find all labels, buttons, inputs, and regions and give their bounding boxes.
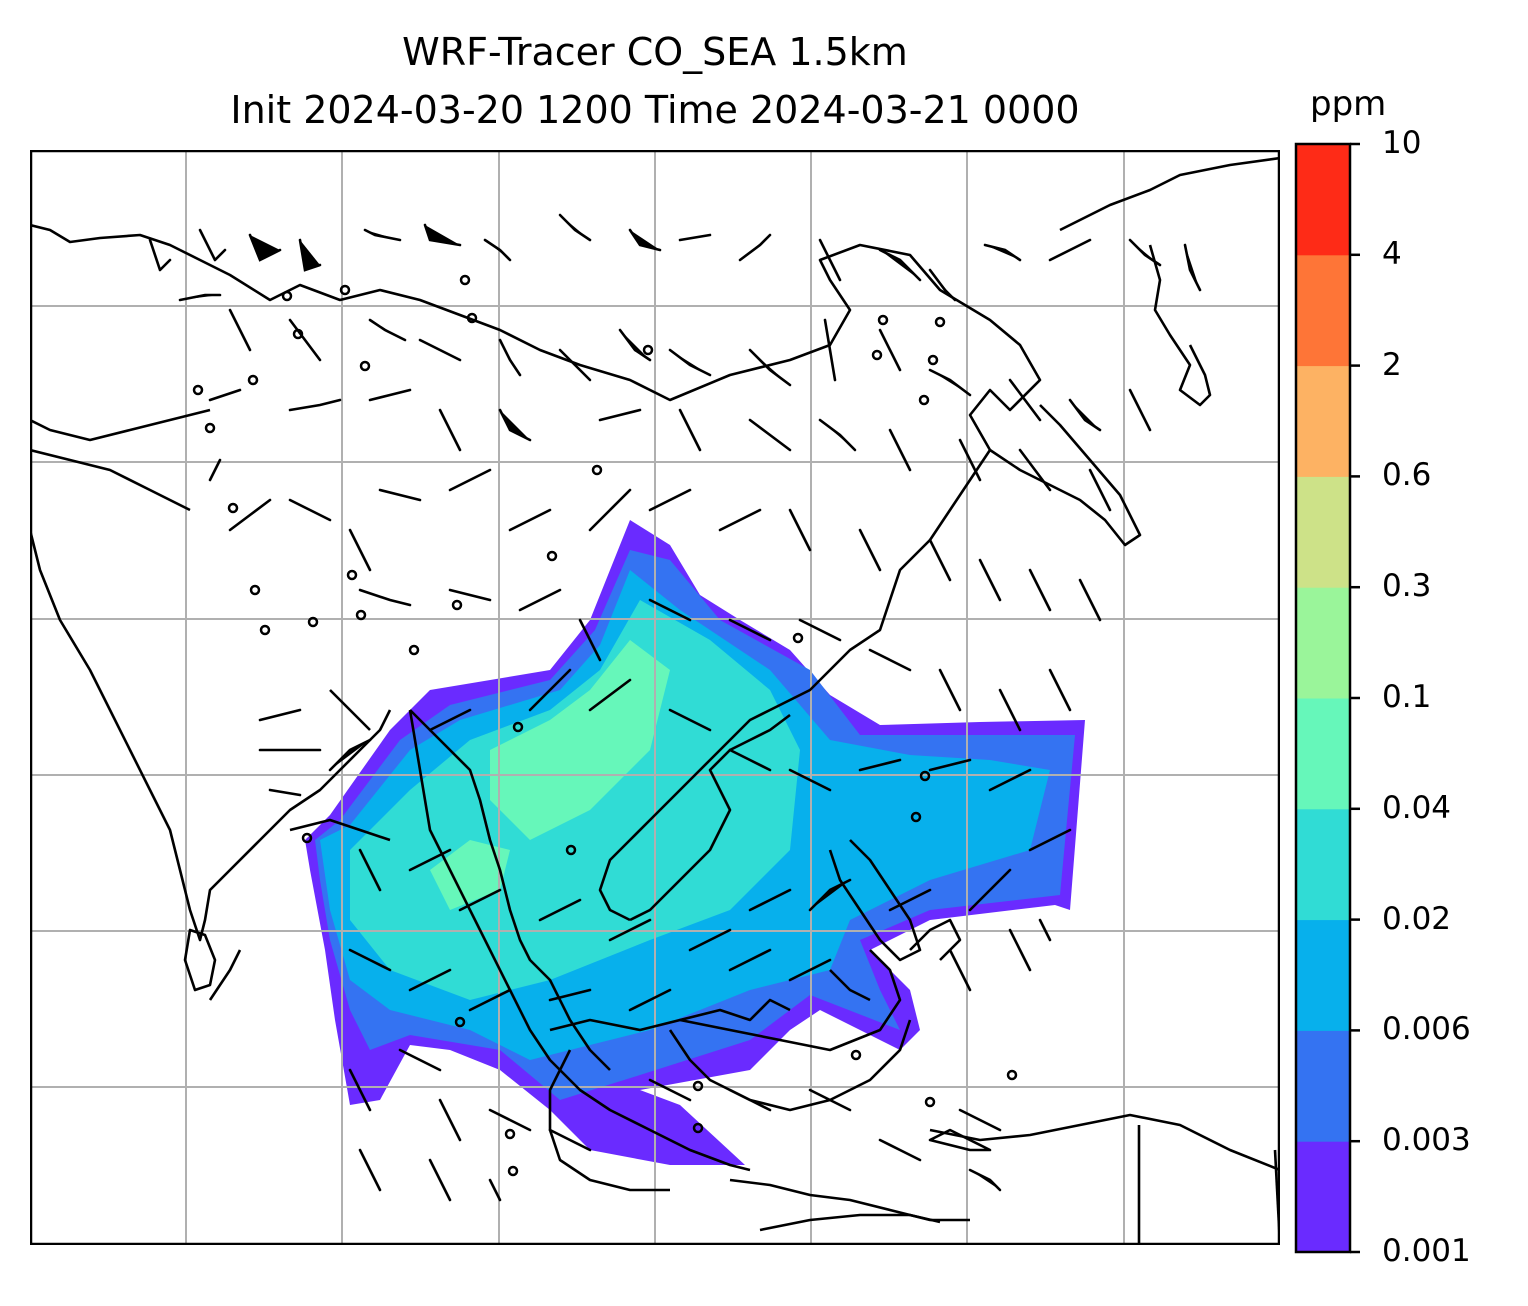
colorbar-band-2	[1296, 919, 1350, 1031]
map-title-line-2: Init 2024-03-20 1200 Time 2024-03-21 000…	[230, 88, 1080, 132]
map-gridlines	[30, 150, 1280, 1245]
map-title-line-1: WRF-Tracer CO_SEA 1.5km	[402, 30, 908, 74]
colorbar-tick-label: 0.3	[1382, 568, 1432, 605]
colorbar-tick-label: 10	[1382, 125, 1422, 161]
colorbar-band-4	[1296, 698, 1350, 810]
wind-barbs	[148, 213, 1202, 1202]
colorbar-tick-label: 0.02	[1382, 900, 1452, 937]
plume-level-0.04-b	[430, 840, 510, 910]
colorbar-tick-label: 0.1	[1382, 679, 1432, 715]
map-panel	[30, 150, 1280, 1245]
colorbar-tick-label: 0.006	[1382, 1011, 1471, 1048]
colorbar-band-3	[1296, 808, 1350, 921]
map-frame-border	[30, 150, 1280, 1245]
colorbar-tick-label: 0.04	[1382, 789, 1452, 826]
colorbar-band-9	[1296, 144, 1350, 256]
colorbar-tick-label: 2	[1382, 346, 1402, 383]
colorbar-tick-label: 0.6	[1382, 457, 1432, 494]
colorbar-tick-label: 0.003	[1382, 1122, 1471, 1159]
coastlines	[30, 156, 1280, 1245]
colorbar-band-6	[1296, 476, 1350, 588]
colorbar-band-0	[1296, 1141, 1350, 1253]
calm-wind-markers	[192, 274, 1018, 1177]
colorbar-band-8	[1296, 254, 1350, 367]
colorbar-tick-label: 4	[1382, 235, 1402, 272]
colorbar-band-5	[1296, 587, 1350, 699]
colorbar	[1294, 142, 1360, 1254]
colorbar-tick-label: 0.001	[1382, 1233, 1471, 1269]
plume-level-0.04	[490, 640, 670, 840]
colorbar-band-7	[1296, 365, 1350, 477]
colorbar-unit-label: ppm	[1310, 84, 1387, 124]
colorbar-band-1	[1296, 1030, 1350, 1142]
